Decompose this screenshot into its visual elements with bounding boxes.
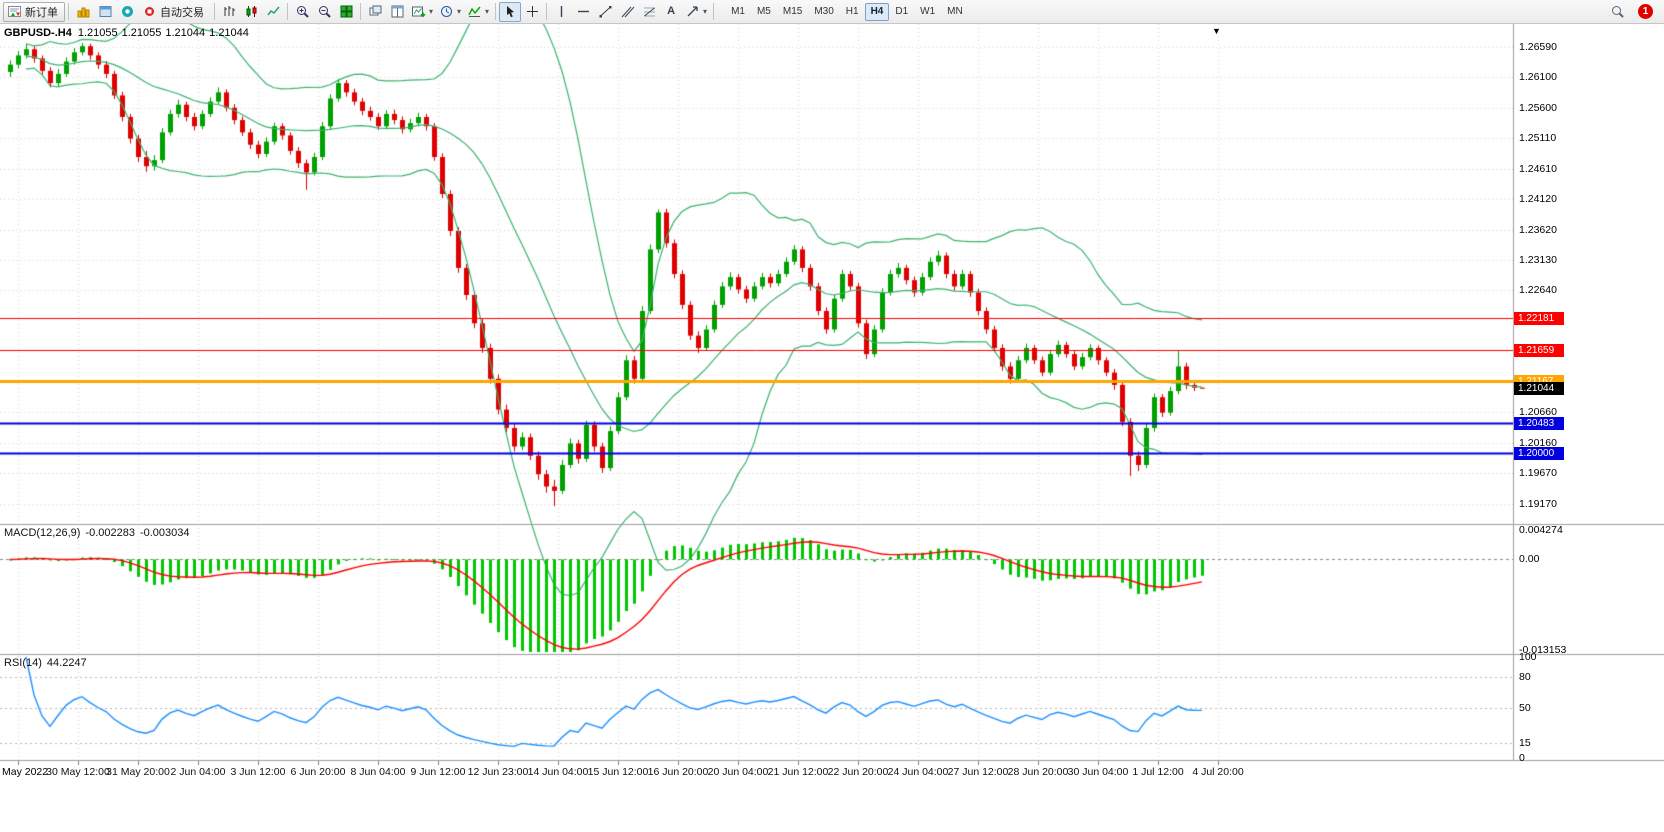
trendline-icon [598, 4, 613, 19]
text-tool-button[interactable]: A [660, 2, 682, 22]
toolbar-separator [287, 3, 288, 20]
timeframe-d1-button[interactable]: D1 [889, 3, 914, 21]
toolbar-separator [68, 3, 69, 20]
notification-badge[interactable]: 1 [1638, 4, 1653, 19]
timeframe-m15-button[interactable]: M15 [777, 3, 808, 21]
horizontal-line-button[interactable] [572, 2, 594, 22]
cursor-icon [503, 4, 518, 19]
tile-vertical-icon [390, 4, 405, 19]
bar-chart-button[interactable] [218, 2, 240, 22]
text-tool-icon: A [667, 5, 676, 17]
timeframe-m5-button[interactable]: M5 [751, 3, 777, 21]
timeframe-mn-button[interactable]: MN [941, 3, 969, 21]
equidistant-channel-button[interactable] [616, 2, 638, 22]
timeframe-m30-button[interactable]: M30 [808, 3, 839, 21]
candlestick-chart-icon [244, 4, 259, 19]
toolbar-separator [214, 3, 215, 20]
timeframe-m1-button[interactable]: M1 [725, 3, 751, 21]
toolbar-right-group: 1 [1606, 2, 1661, 22]
toolbar: 新订单 自动交易 ▾ ▾ ▾ A ▾ M1 M5 [0, 0, 1664, 24]
indicators-icon [467, 4, 482, 19]
crosshair-icon [525, 4, 540, 19]
community-button[interactable] [116, 2, 138, 22]
zoom-out-button[interactable] [313, 2, 335, 22]
new-order-label: 新订单 [25, 6, 58, 19]
charts-button[interactable] [72, 2, 94, 22]
equidistant-channel-icon [620, 4, 635, 19]
search-button[interactable] [1606, 2, 1628, 22]
zoom-in-icon [295, 4, 310, 19]
new-chart-icon [411, 4, 426, 19]
cascade-windows-button[interactable] [364, 2, 386, 22]
timeframe-h4-button[interactable]: H4 [864, 2, 890, 21]
line-chart-button[interactable] [262, 2, 284, 22]
tile-windows-icon [339, 4, 354, 19]
new-order-icon [7, 4, 22, 19]
autotrading-label: 自动交易 [160, 6, 204, 19]
cascade-windows-icon [368, 4, 383, 19]
profiles-button[interactable] [94, 2, 116, 22]
dropdown-caret-icon: ▾ [485, 7, 490, 16]
zoom-out-icon [317, 4, 332, 19]
horizontal-line-icon [576, 4, 591, 19]
indicators-button[interactable]: ▾ [464, 2, 492, 22]
cursor-button[interactable] [499, 1, 522, 22]
line-chart-icon [266, 4, 281, 19]
trendline-button[interactable] [594, 2, 616, 22]
vertical-line-icon [554, 4, 569, 19]
periods-icon [439, 4, 454, 19]
toolbar-separator [360, 3, 361, 20]
new-order-button[interactable]: 新订单 [3, 1, 65, 22]
dropdown-caret-icon: ▾ [703, 7, 708, 16]
tile-vertical-button[interactable] [386, 2, 408, 22]
dropdown-caret-icon: ▾ [429, 7, 434, 16]
new-chart-button[interactable]: ▾ [408, 2, 436, 22]
timeframe-h1-button[interactable]: H1 [840, 3, 865, 21]
timeframe-w1-button[interactable]: W1 [914, 3, 941, 21]
toolbar-separator [713, 3, 715, 20]
fibonacci-icon [642, 4, 657, 19]
timeframe-group: M1 M5 M15 M30 H1 H4 D1 W1 MN [725, 2, 969, 21]
arrows-tool-button[interactable]: ▾ [682, 2, 710, 22]
search-icon [1610, 4, 1625, 19]
charts-icon [76, 4, 91, 19]
profiles-icon [98, 4, 113, 19]
periods-button[interactable]: ▾ [436, 2, 464, 22]
crosshair-button[interactable] [521, 2, 543, 22]
tile-windows-button[interactable] [335, 2, 357, 22]
toolbar-separator [546, 3, 548, 20]
community-icon [120, 4, 135, 19]
autotrading-button[interactable]: 自动交易 [138, 2, 211, 22]
dropdown-caret-icon: ▾ [457, 7, 462, 16]
candlestick-chart-button[interactable] [240, 2, 262, 22]
fibonacci-button[interactable] [638, 2, 660, 22]
autotrading-icon [142, 4, 157, 19]
zoom-in-button[interactable] [291, 2, 313, 22]
bar-chart-icon [222, 4, 237, 19]
vertical-line-button[interactable] [550, 2, 572, 22]
toolbar-separator [495, 3, 497, 20]
arrows-icon [685, 4, 700, 19]
